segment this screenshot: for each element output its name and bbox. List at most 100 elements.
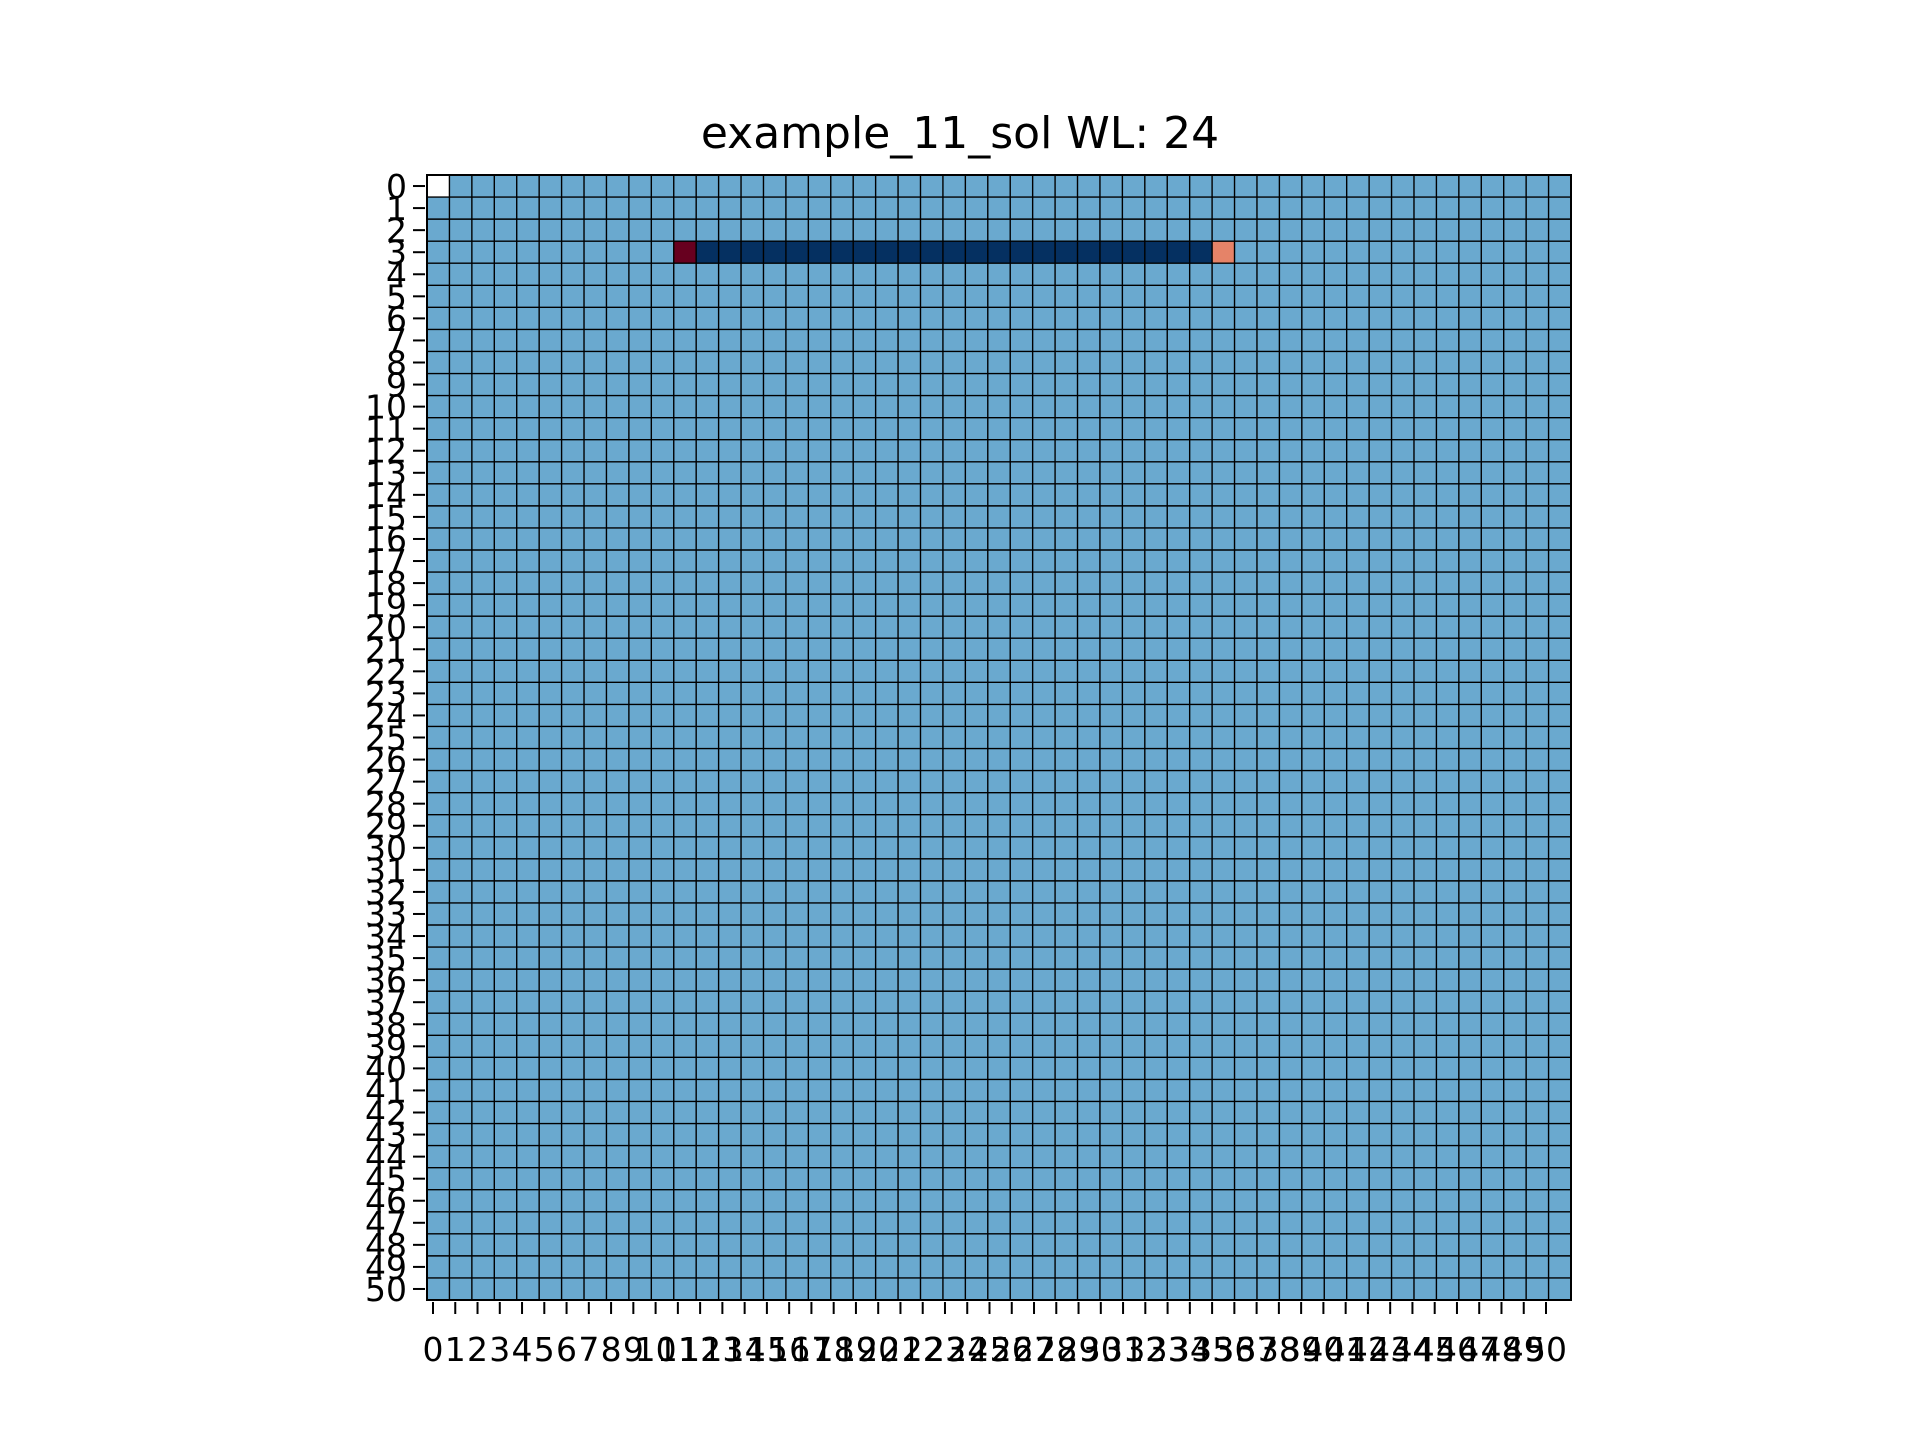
heatmap-cell bbox=[741, 1035, 764, 1058]
heatmap-cell bbox=[741, 726, 764, 749]
heatmap-cell bbox=[1256, 395, 1280, 418]
heatmap-cell bbox=[1458, 858, 1482, 881]
heatmap-cell bbox=[539, 439, 562, 462]
heatmap-cell bbox=[1481, 814, 1504, 837]
heatmap-cell bbox=[651, 351, 674, 374]
heatmap-cell bbox=[1369, 682, 1392, 705]
highlighted-cell bbox=[1167, 241, 1190, 264]
heatmap-cell bbox=[1099, 836, 1123, 859]
heatmap-cell bbox=[561, 1057, 585, 1080]
heatmap-cell bbox=[965, 660, 988, 683]
heatmap-cell bbox=[651, 1277, 674, 1300]
y-tick-label: 40 bbox=[365, 1049, 407, 1088]
heatmap-cell bbox=[942, 572, 966, 595]
heatmap-cell bbox=[785, 1079, 809, 1102]
heatmap-cell bbox=[494, 1057, 517, 1080]
heatmap-cell bbox=[1010, 1101, 1033, 1124]
heatmap-cell bbox=[965, 527, 988, 550]
highlighted-cell bbox=[830, 241, 854, 264]
heatmap-cell bbox=[606, 1101, 629, 1124]
heatmap-cell bbox=[898, 682, 921, 705]
heatmap-cell bbox=[1436, 1189, 1459, 1212]
x-tick-label: 29 bbox=[1058, 1330, 1100, 1369]
heatmap-cell bbox=[763, 792, 786, 815]
heatmap-cell bbox=[1077, 858, 1100, 881]
heatmap-cell bbox=[1301, 307, 1325, 330]
heatmap-cell bbox=[1077, 814, 1100, 837]
heatmap-cell bbox=[965, 483, 988, 506]
heatmap-cell bbox=[1256, 285, 1280, 308]
heatmap-cell bbox=[606, 219, 629, 242]
heatmap-cell bbox=[1436, 505, 1459, 528]
heatmap-cell bbox=[494, 461, 517, 484]
heatmap-cell bbox=[1458, 351, 1482, 374]
heatmap-cell bbox=[875, 770, 899, 793]
heatmap-cell bbox=[1526, 505, 1549, 528]
heatmap-cell bbox=[628, 858, 652, 881]
heatmap-cell bbox=[584, 241, 607, 264]
heatmap-cell bbox=[965, 1211, 988, 1234]
heatmap-cell bbox=[1234, 726, 1257, 749]
heatmap-cell bbox=[539, 814, 562, 837]
heatmap-cell bbox=[1503, 1233, 1527, 1256]
heatmap-cell bbox=[1436, 417, 1459, 440]
heatmap-cell bbox=[606, 1233, 629, 1256]
heatmap-cell bbox=[718, 219, 742, 242]
heatmap-cell bbox=[584, 925, 607, 948]
heatmap-cell bbox=[1167, 1057, 1190, 1080]
y-tick-label: 24 bbox=[365, 696, 407, 735]
heatmap-cell bbox=[1413, 969, 1437, 992]
heatmap-cell bbox=[1234, 417, 1257, 440]
highlighted-cell bbox=[741, 241, 764, 264]
heatmap-cell bbox=[628, 505, 652, 528]
heatmap-cell bbox=[898, 925, 921, 948]
heatmap-cell bbox=[1010, 594, 1033, 617]
heatmap-cell bbox=[1122, 1013, 1145, 1036]
heatmap-cell bbox=[1167, 219, 1190, 242]
heatmap-cell bbox=[673, 307, 697, 330]
heatmap-cell bbox=[1010, 748, 1033, 771]
heatmap-cell bbox=[628, 1079, 652, 1102]
heatmap-cell bbox=[606, 880, 629, 903]
heatmap-cell bbox=[539, 925, 562, 948]
heatmap-cell bbox=[628, 197, 652, 220]
heatmap-cell bbox=[673, 748, 697, 771]
heatmap-cell bbox=[942, 1189, 966, 1212]
heatmap-cell bbox=[539, 638, 562, 661]
heatmap-cell bbox=[965, 439, 988, 462]
heatmap-cell bbox=[1077, 417, 1100, 440]
heatmap-cell bbox=[1032, 682, 1056, 705]
heatmap-cell bbox=[1279, 704, 1302, 727]
heatmap-cell bbox=[696, 1123, 719, 1146]
heatmap-cell bbox=[1077, 1145, 1100, 1168]
heatmap-cell bbox=[1144, 219, 1168, 242]
heatmap-cell bbox=[1010, 527, 1033, 550]
heatmap-cell bbox=[853, 550, 876, 573]
heatmap-cell bbox=[628, 1013, 652, 1036]
heatmap-cell bbox=[1032, 925, 1056, 948]
heatmap-cell bbox=[1548, 263, 1571, 286]
heatmap-cell bbox=[942, 638, 966, 661]
heatmap-cell bbox=[1526, 483, 1549, 506]
heatmap-cell bbox=[898, 704, 921, 727]
heatmap-cell bbox=[898, 1101, 921, 1124]
heatmap-cell bbox=[920, 439, 943, 462]
heatmap-cell bbox=[1032, 947, 1056, 970]
heatmap-cell bbox=[830, 1255, 854, 1278]
heatmap-cell bbox=[471, 1211, 495, 1234]
heatmap-cell bbox=[808, 1035, 831, 1058]
heatmap-cell bbox=[1077, 1255, 1100, 1278]
heatmap-cell bbox=[1122, 263, 1145, 286]
heatmap-cell bbox=[471, 947, 495, 970]
heatmap-cell bbox=[561, 638, 585, 661]
heatmap-cell bbox=[1032, 969, 1056, 992]
heatmap-cell bbox=[1279, 1079, 1302, 1102]
heatmap-cell bbox=[920, 1035, 943, 1058]
heatmap-cell bbox=[1346, 594, 1370, 617]
heatmap-cell bbox=[853, 991, 876, 1014]
heatmap-cell bbox=[1391, 1233, 1414, 1256]
heatmap-cell bbox=[875, 1211, 899, 1234]
heatmap-cell bbox=[1503, 1035, 1527, 1058]
heatmap-cell bbox=[1391, 770, 1414, 793]
heatmap-cell bbox=[1055, 682, 1078, 705]
